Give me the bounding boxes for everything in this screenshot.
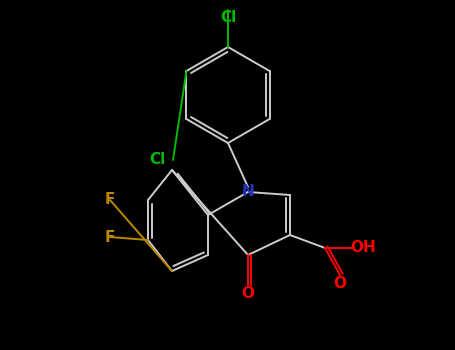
Text: O: O [334,275,347,290]
Text: Cl: Cl [149,153,165,168]
Text: N: N [242,184,254,200]
Text: OH: OH [350,240,376,256]
Text: Cl: Cl [220,10,236,26]
Text: F: F [105,230,115,245]
Text: F: F [105,193,115,208]
Text: O: O [242,286,254,301]
